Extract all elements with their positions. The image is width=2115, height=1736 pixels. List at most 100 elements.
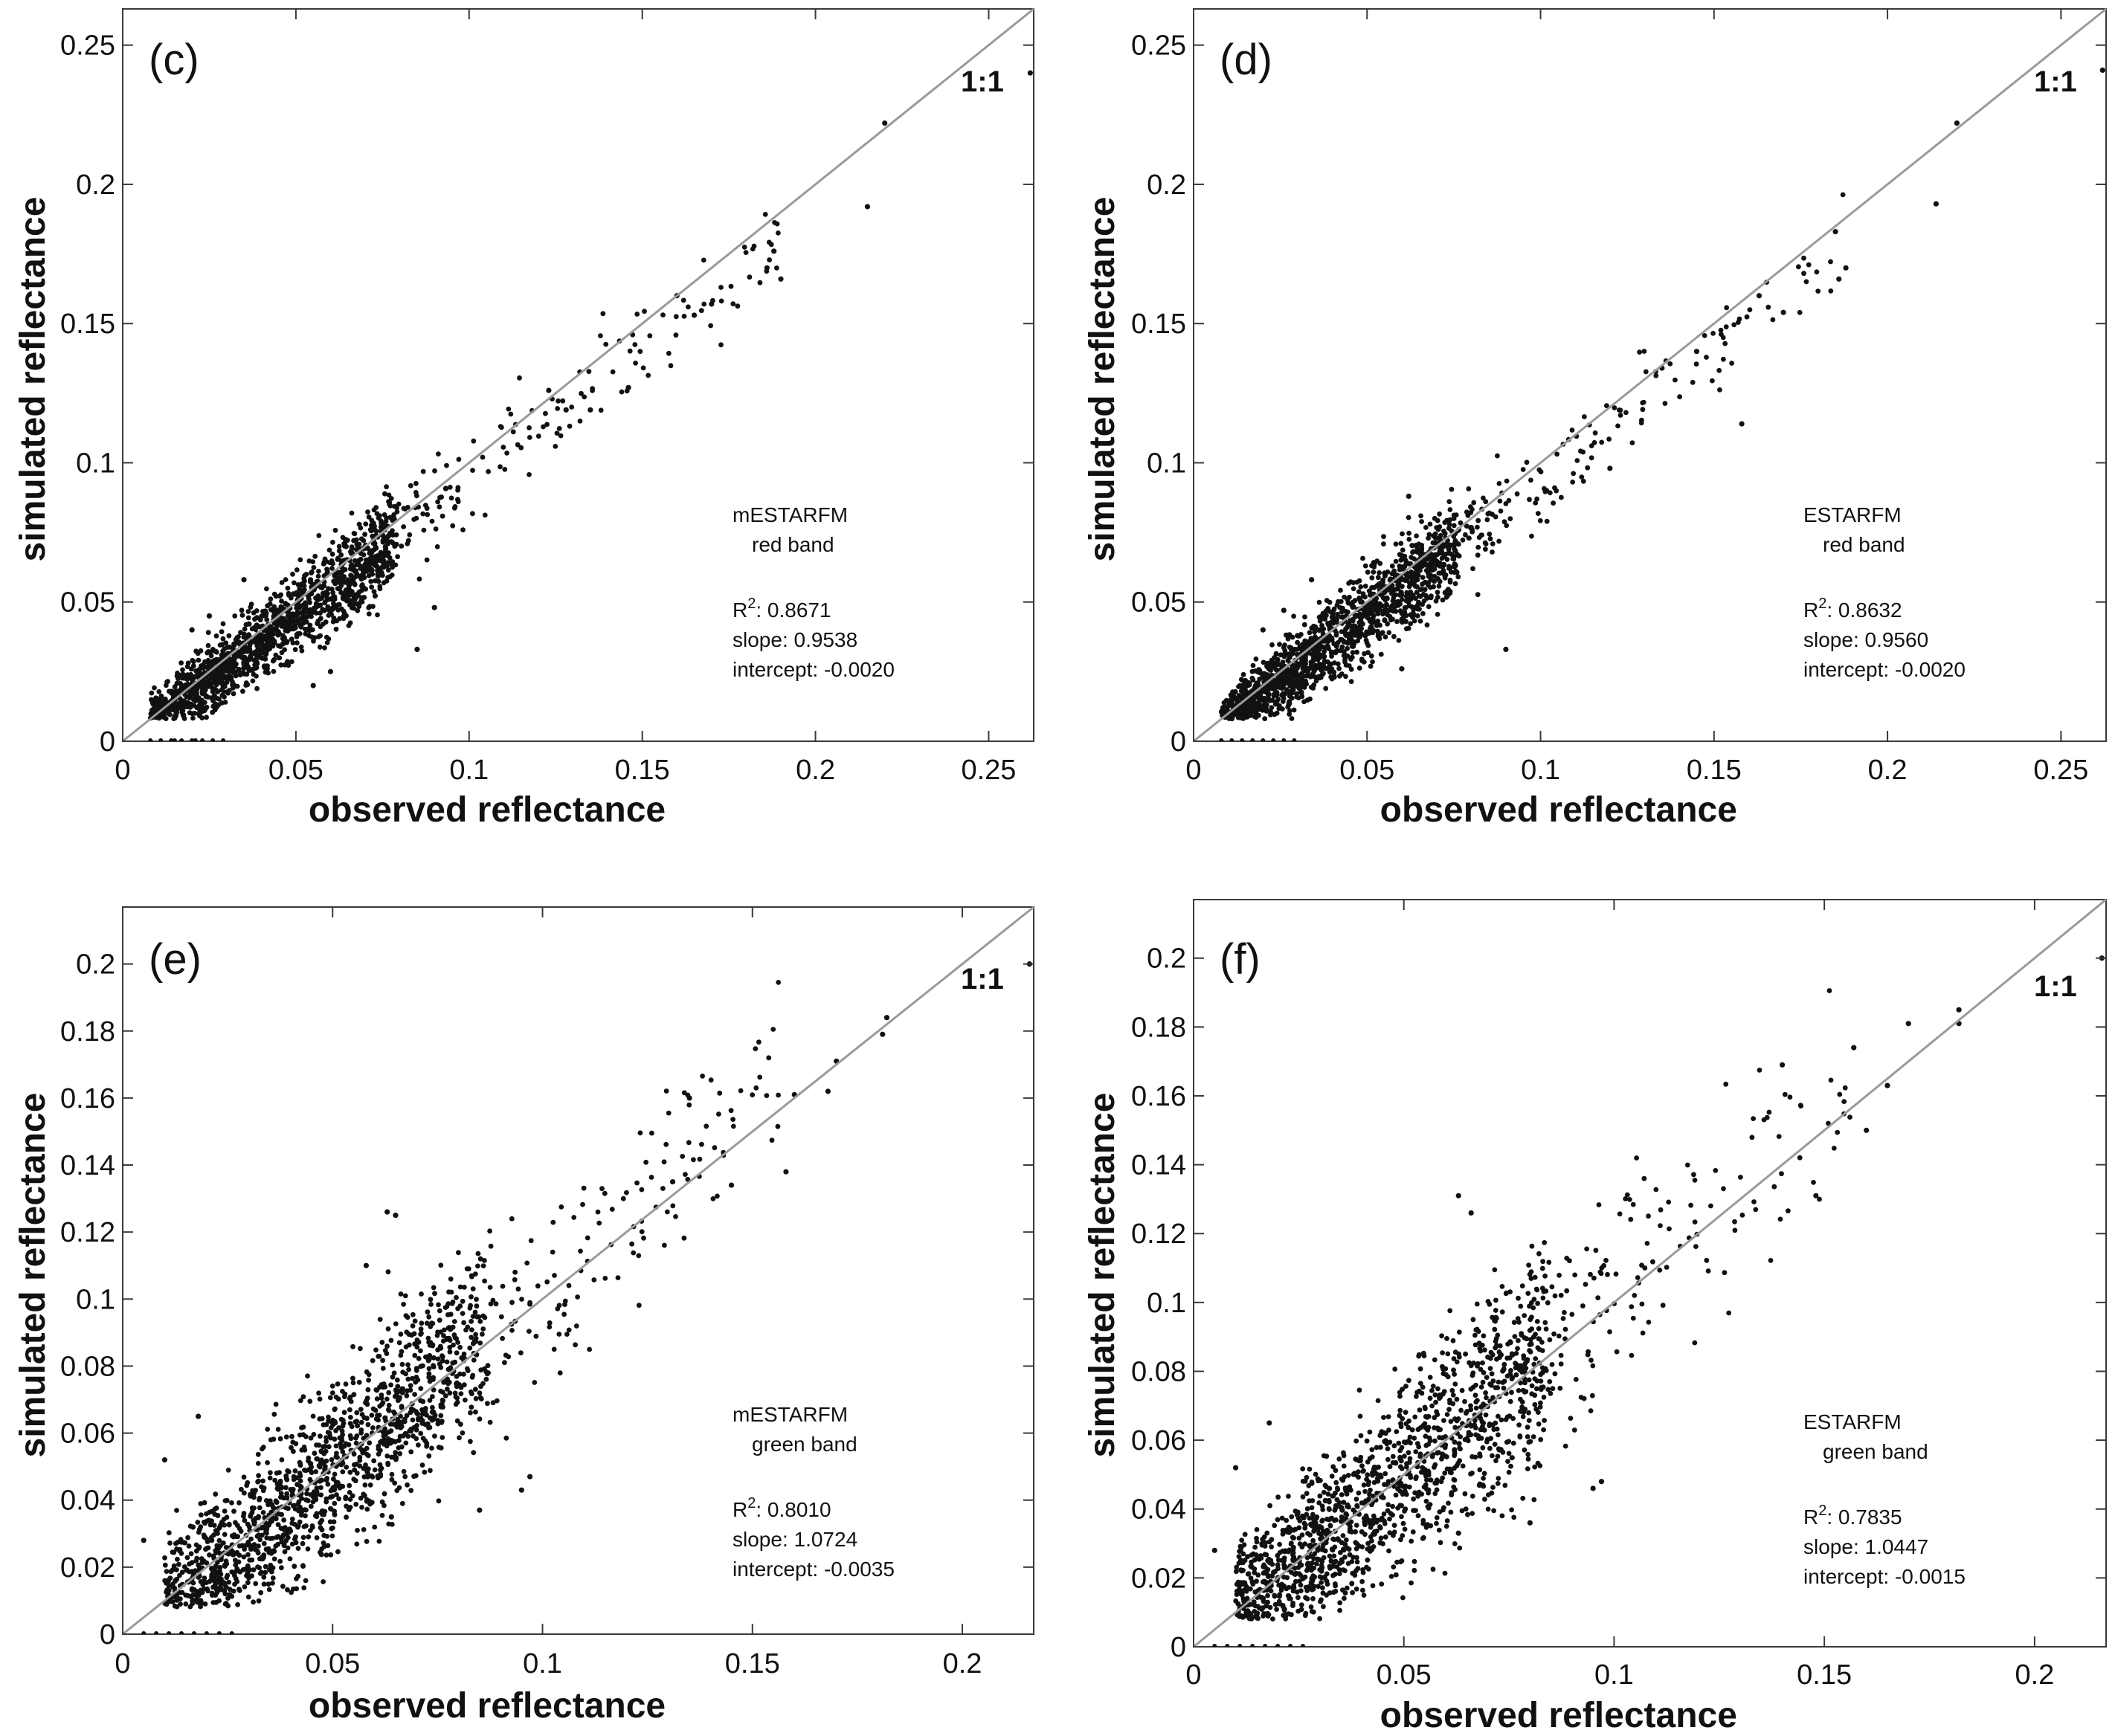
scatter-point — [1219, 738, 1224, 741]
scatter-point — [279, 598, 284, 604]
scatter-point — [225, 1603, 231, 1609]
scatter-point — [344, 1514, 349, 1520]
scatter-point — [381, 561, 386, 566]
scatter-point — [1452, 581, 1458, 587]
scatter-point — [471, 1358, 477, 1363]
scatter-point — [425, 1358, 431, 1364]
scatter-point — [280, 1584, 286, 1590]
scatter-point — [223, 640, 229, 646]
scatter-point — [1435, 590, 1440, 596]
scatter-point — [668, 363, 674, 369]
scatter-point — [154, 1631, 159, 1634]
scatter-point — [220, 674, 226, 680]
scatter-point — [204, 704, 210, 710]
scatter-point — [1426, 604, 1432, 610]
scatter-point — [289, 1516, 295, 1522]
scatter-point — [1406, 595, 1412, 601]
scatter-point — [1294, 647, 1300, 652]
scatter-point — [1345, 1473, 1351, 1478]
scatter-point — [245, 615, 251, 621]
scatter-point — [550, 1219, 556, 1225]
scatter-point — [1338, 587, 1343, 593]
scatter-point — [179, 1569, 185, 1575]
scatter-point — [234, 1568, 239, 1574]
scatter-point — [883, 1015, 890, 1021]
scatter-point — [347, 1394, 353, 1400]
scatter-point — [257, 1497, 262, 1503]
scatter-point — [422, 1408, 428, 1413]
scatter-point — [1814, 269, 1820, 275]
scatter-point — [438, 1262, 444, 1268]
scatter-point — [567, 423, 573, 429]
scatter-point — [233, 1520, 238, 1526]
scatter-point — [326, 547, 332, 553]
scatter-point — [1243, 684, 1249, 690]
scatter-point — [1295, 639, 1300, 645]
scatter-point — [378, 1467, 383, 1473]
scatter-point — [1469, 506, 1475, 512]
y-tick-label: 0 — [100, 726, 115, 758]
scatter-point — [1365, 642, 1371, 648]
scatter-point — [460, 1311, 466, 1316]
scatter-point — [766, 1055, 772, 1061]
scatter-point — [210, 680, 216, 685]
scatter-point — [236, 1526, 242, 1532]
scatter-point — [370, 1358, 376, 1364]
scatter-point — [396, 1445, 402, 1451]
y-tick-label: 0.04 — [60, 1485, 115, 1517]
scatter-point — [1320, 610, 1326, 616]
scatter-point — [425, 1335, 431, 1341]
scatter-point — [300, 617, 306, 623]
scatter-point — [1406, 537, 1412, 542]
scatter-point — [300, 1424, 306, 1430]
scatter-point — [291, 591, 296, 596]
scatter-point — [399, 1349, 405, 1355]
scatter-point — [1391, 633, 1397, 639]
scatter-point — [161, 1457, 168, 1463]
scatter-point — [166, 1530, 172, 1536]
scatter-point — [438, 1413, 444, 1419]
scatter-point — [271, 668, 277, 674]
scatter-point — [338, 606, 344, 612]
scatter-point — [1588, 455, 1594, 461]
scatter-point — [470, 1286, 476, 1291]
scatter-point — [1389, 563, 1395, 569]
scatter-point — [1262, 716, 1268, 722]
scatter-point — [390, 1374, 396, 1380]
scatter-point — [294, 1482, 300, 1488]
scatter-point — [437, 1308, 442, 1314]
scatter-point — [456, 456, 462, 462]
scatter-point — [1607, 465, 1613, 471]
scatter-point — [213, 1548, 219, 1554]
scatter-point — [279, 615, 284, 621]
scatter-point — [587, 1346, 592, 1352]
y-tick-label: 0.18 — [60, 1016, 115, 1048]
scatter-point — [1240, 703, 1246, 709]
scatter-point — [1279, 692, 1284, 698]
scatter-point — [1390, 608, 1396, 614]
scatter-point — [686, 304, 691, 310]
scatter-point — [341, 1421, 347, 1426]
scatter-point — [309, 1464, 314, 1470]
scatter-point — [1710, 378, 1715, 384]
scatter-point — [227, 1587, 233, 1593]
scatter-point — [1385, 621, 1390, 627]
scatter-point — [382, 1348, 388, 1353]
scatter-point — [336, 1425, 341, 1430]
scatter-point — [259, 655, 264, 661]
scatter-point — [1394, 599, 1400, 605]
scatter-point — [468, 1303, 473, 1309]
scatter-point — [718, 285, 724, 290]
scatter-point — [1356, 578, 1362, 584]
scatter-point — [329, 1383, 335, 1389]
scatter-point — [473, 1387, 478, 1392]
y-tick-label: 0.25 — [1131, 30, 1186, 62]
scatter-point — [247, 649, 253, 654]
scatter-point — [1220, 709, 1225, 714]
scatter-point — [1554, 451, 1560, 457]
scatter-point — [439, 494, 444, 500]
scatter-point — [310, 1413, 316, 1419]
scatter-point — [414, 646, 420, 653]
scatter-point — [469, 1335, 474, 1340]
